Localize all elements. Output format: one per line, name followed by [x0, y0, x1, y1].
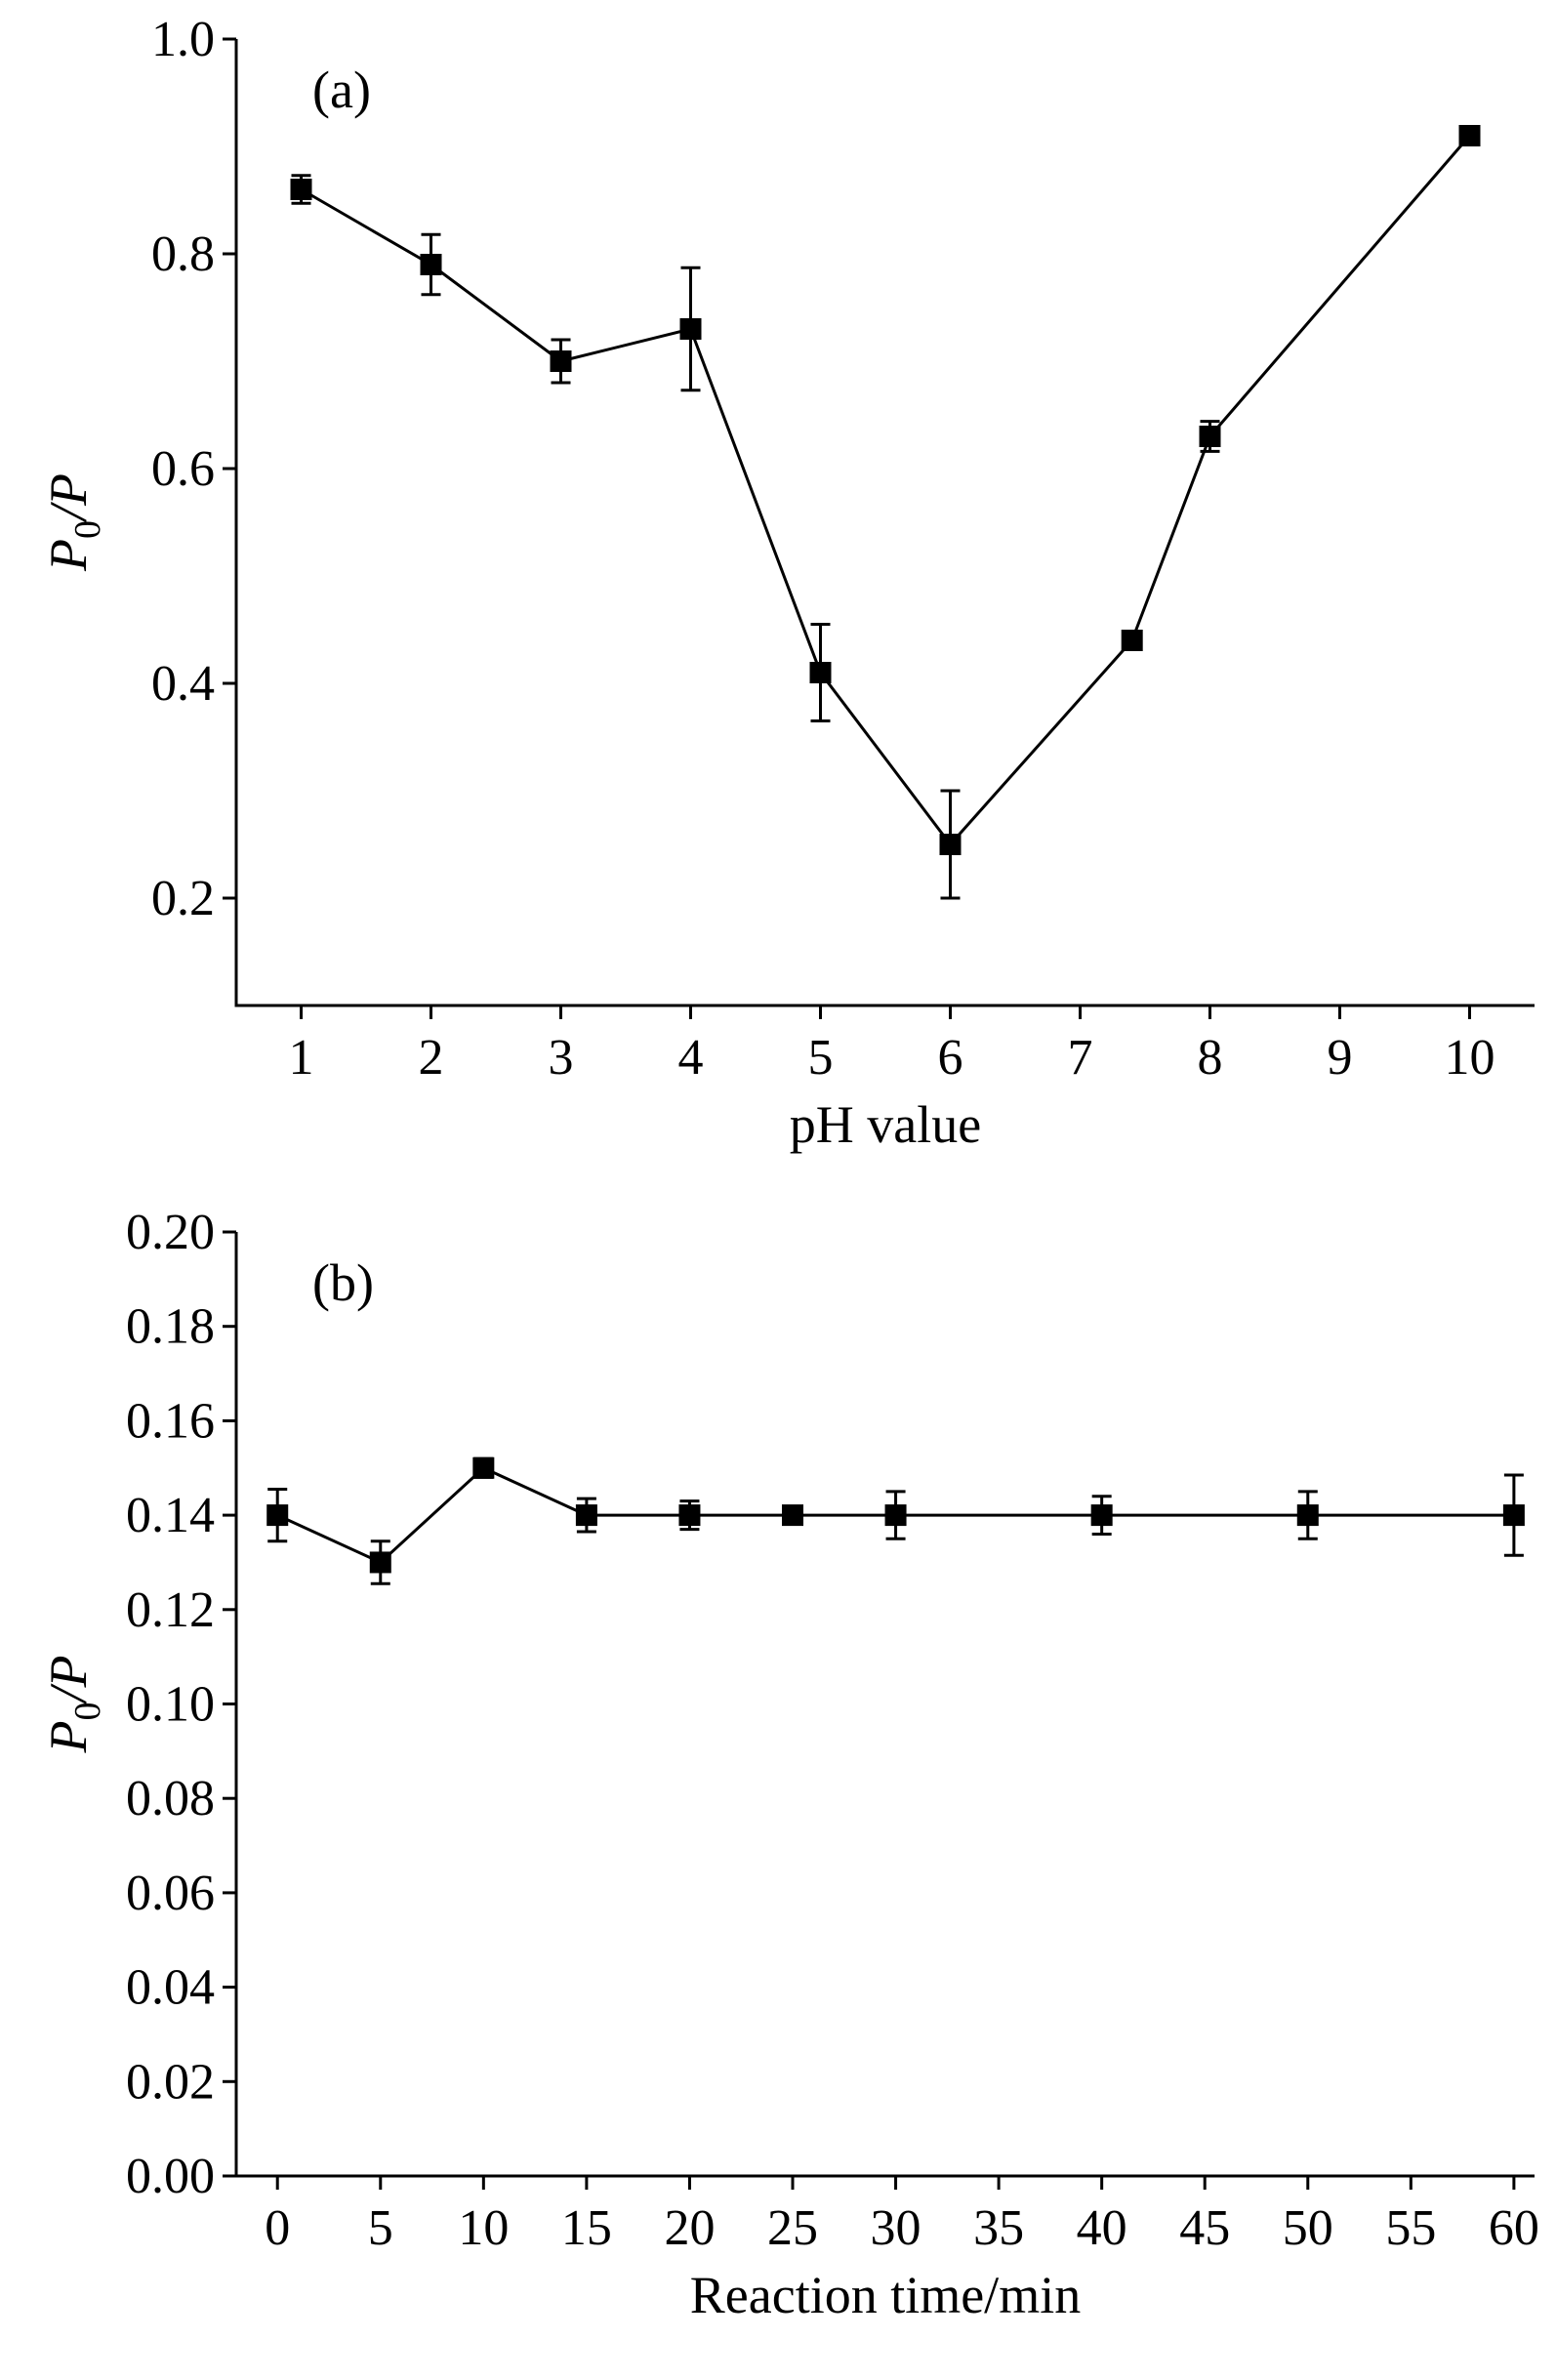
data-point	[369, 1551, 391, 1574]
y-tick-label: 0.16	[126, 1393, 215, 1449]
data-point	[1502, 1504, 1525, 1527]
x-tick-label: 55	[1385, 2200, 1436, 2256]
data-point	[678, 1504, 701, 1527]
x-tick-label: 45	[1179, 2200, 1230, 2256]
y-axis-title: P0/P	[39, 1656, 108, 1754]
x-axis-title: Reaction time/min	[690, 2266, 1081, 2324]
y-tick-label: 1.0	[151, 12, 215, 67]
x-tick-label: 8	[1198, 1030, 1223, 1086]
y-axis-title-sub: 0	[67, 1703, 108, 1721]
y-axis-title: P0/P	[39, 473, 108, 572]
x-tick-label: 35	[973, 2200, 1024, 2256]
y-tick-label: 0.4	[151, 656, 215, 712]
x-tick-label: 25	[767, 2200, 818, 2256]
data-point	[1199, 426, 1221, 447]
panel-label: (b)	[312, 1253, 374, 1312]
data-point	[550, 350, 572, 372]
x-tick-label: 30	[871, 2200, 921, 2256]
x-tick-label: 9	[1328, 1030, 1353, 1086]
y-tick-label: 0.12	[126, 1582, 215, 1638]
x-tick-label: 6	[938, 1030, 963, 1086]
x-tick-label: 10	[1445, 1030, 1495, 1086]
y-tick-label: 0.08	[126, 1771, 215, 1826]
y-tick-label: 0.6	[151, 441, 215, 497]
data-point	[1090, 1504, 1113, 1527]
data-point	[266, 1504, 289, 1527]
x-tick-label: 0	[265, 2200, 290, 2256]
y-axis-title-tail: /P	[39, 1656, 98, 1705]
data-point	[420, 254, 442, 275]
x-tick-label: 4	[678, 1030, 704, 1086]
axis-frame	[234, 1232, 1535, 2178]
x-tick-label: 40	[1077, 2200, 1127, 2256]
data-point	[472, 1457, 495, 1479]
data-point	[939, 834, 962, 855]
x-tick-label: 3	[549, 1030, 574, 1086]
data-point	[884, 1504, 907, 1527]
y-tick-label: 0.00	[126, 2149, 215, 2204]
data-point	[1121, 630, 1143, 651]
x-tick-label: 2	[419, 1030, 444, 1086]
data-point	[290, 179, 312, 200]
y-tick-label: 0.14	[126, 1488, 215, 1543]
y-axis-title-tail: /P	[39, 473, 98, 523]
x-tick-label: 7	[1068, 1030, 1093, 1086]
data-point	[809, 662, 832, 683]
x-tick-label: 5	[368, 2200, 393, 2256]
x-tick-label: 60	[1489, 2200, 1539, 2256]
x-axis-title: pH value	[790, 1095, 981, 1154]
series-line	[276, 1465, 1514, 1565]
y-tick-label: 0.10	[126, 1677, 215, 1733]
x-tick-label: 10	[458, 2200, 509, 2256]
data-point	[1458, 125, 1481, 146]
y-tick-label: 0.02	[126, 2054, 215, 2110]
x-tick-label: 20	[664, 2200, 715, 2256]
x-tick-label: 15	[561, 2200, 612, 2256]
x-tick-label: 50	[1283, 2200, 1333, 2256]
data-point	[679, 318, 702, 340]
y-tick-label: 0.20	[126, 1205, 215, 1260]
axis-frame	[234, 39, 1535, 1007]
y-tick-label: 0.8	[151, 226, 215, 282]
chart-panel-a: 0.2 0.4 0.6 0.8 1.0 1 2 3 4 5 6 7 8 9 10 pH value P0/P (a…	[39, 12, 1535, 1154]
series-line	[300, 135, 1471, 847]
panel-label: (a)	[312, 61, 371, 119]
y-tick-label: 0.04	[126, 1960, 215, 2016]
x-tick-label: 5	[808, 1030, 834, 1086]
y-axis-title-sub: 0	[67, 520, 108, 539]
y-tick-label: 0.2	[151, 871, 215, 926]
data-point	[782, 1504, 803, 1527]
y-axis-title-main: P	[39, 1721, 98, 1754]
chart-panel-b: 0.00 0.02 0.04 0.06 0.08 0.10 0.12 0.14 0.16 0.18…	[39, 1205, 1539, 2324]
y-tick-label: 0.18	[126, 1299, 215, 1355]
x-tick-label: 1	[289, 1030, 314, 1086]
data-point	[1296, 1504, 1319, 1527]
y-tick-label: 0.06	[126, 1866, 215, 1921]
data-point	[575, 1504, 597, 1527]
y-axis-title-main: P	[39, 539, 98, 572]
